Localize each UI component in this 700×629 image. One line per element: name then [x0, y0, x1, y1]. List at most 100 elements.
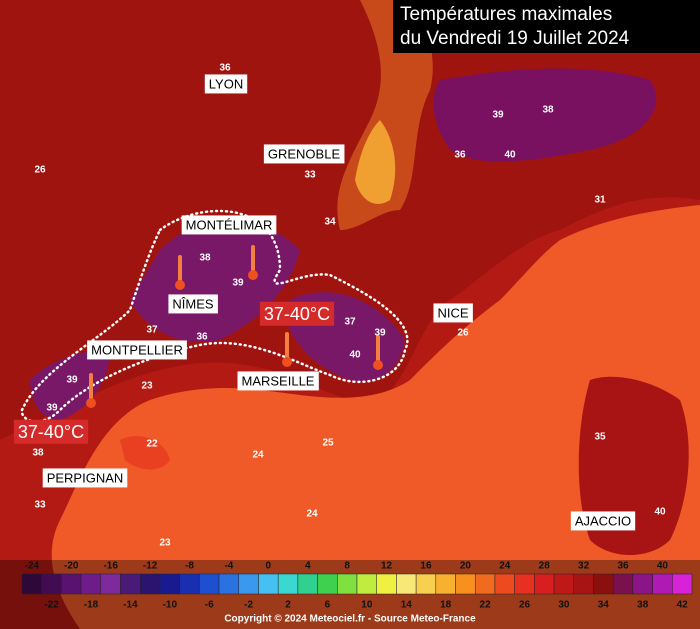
city-label: AJACCIO [575, 513, 631, 528]
colorbar-swatch [435, 573, 456, 595]
city-label: MONTPELLIER [91, 342, 183, 357]
colorbar-swatch [139, 573, 161, 595]
temperature-label: 36 [454, 150, 466, 161]
city-label: MONTÉLIMAR [186, 217, 273, 232]
temperature-label: 26 [34, 165, 46, 176]
colorbar-swatch [534, 573, 555, 595]
temperature-label: 24 [306, 509, 318, 520]
temperature-label: 38 [542, 105, 554, 116]
city-label: GRENOBLE [268, 146, 341, 161]
city-box [181, 215, 277, 235]
colorbar-tick: -10 [163, 600, 178, 611]
heat-zone-label: 37-40°C [264, 304, 330, 324]
colorbar-swatch [494, 573, 515, 595]
heat-zone-box [259, 301, 335, 326]
colorbar-tick: 42 [677, 600, 689, 611]
heat-zone-label: 37-40°C [18, 422, 84, 442]
colorbar-swatch [455, 573, 476, 595]
colorbar-tick: 32 [578, 561, 590, 572]
title: Températures maximales [400, 4, 612, 25]
hot-zone [433, 68, 657, 162]
city-box [204, 74, 248, 94]
city-label: NICE [437, 305, 468, 320]
colorbar-tick: -4 [224, 561, 233, 572]
colorbar-tick: -16 [103, 561, 118, 572]
colorbar-swatch [337, 573, 358, 595]
colorbar-tick: 40 [657, 561, 669, 572]
colorbar-swatch [179, 573, 200, 595]
colorbar-tick: -20 [64, 561, 79, 572]
colorbar-swatch [80, 573, 102, 595]
colorbar-swatch [41, 573, 62, 595]
colorbar-tick: 38 [637, 600, 649, 611]
colorbar-swatch [356, 573, 377, 595]
temperature-label: 39 [232, 278, 244, 289]
temperature-label: 26 [457, 328, 469, 339]
colorbar-tick: 30 [558, 600, 570, 611]
temperature-label: 25 [322, 438, 334, 449]
colorbar-tick: 18 [440, 600, 452, 611]
colorbar-tick: 4 [305, 561, 311, 572]
colorbar-swatch [297, 573, 318, 595]
colorbar-swatch [61, 573, 82, 595]
temperature-label: 24 [252, 450, 264, 461]
colorbar-swatch [593, 573, 614, 595]
colorbar-swatch [317, 573, 338, 595]
colorbar-tick: 28 [539, 561, 551, 572]
colorbar-swatch [376, 573, 397, 595]
colorbar-swatch [100, 573, 121, 595]
temperature-label: 33 [304, 170, 316, 181]
colorbar-swatch [553, 573, 575, 595]
city-box [168, 294, 218, 314]
city-box [263, 144, 345, 164]
temperature-label: 37 [344, 317, 356, 328]
colorbar-tick: -22 [44, 600, 59, 611]
thermometers [86, 245, 383, 408]
colorbar-swatch [238, 573, 259, 595]
colorbar-tick: -12 [143, 561, 158, 572]
city-box [433, 303, 473, 323]
colorbar-tick: 2 [285, 600, 291, 611]
temperature-label: 23 [159, 538, 171, 549]
temperature-label: 37 [146, 325, 158, 336]
colorbar-tick: 12 [381, 561, 393, 572]
colorbar-tick: -2 [244, 600, 253, 611]
colorbar-swatch [612, 573, 634, 595]
colorbar-tick: 6 [325, 600, 331, 611]
colorbar-swatch [199, 573, 220, 595]
city-label: MARSEILLE [242, 373, 315, 388]
temperature-label: 40 [349, 350, 361, 361]
colorbar-swatch [396, 573, 417, 595]
temperature-label: 22 [146, 439, 158, 450]
corsica [578, 376, 689, 555]
temperature-label: 39 [66, 375, 78, 386]
temperature-label: 36 [196, 332, 208, 343]
colorbar-tick: -6 [205, 600, 214, 611]
colorbar-swatch [474, 573, 496, 595]
colorbar-tick: -18 [84, 600, 99, 611]
colorbar-swatch [632, 573, 653, 595]
temperature-label: 36 [219, 63, 231, 74]
city-box [87, 340, 187, 360]
colorbar-tick: 36 [617, 561, 629, 572]
colorbar-tick: 34 [598, 600, 610, 611]
city-label: PERPIGNAN [47, 470, 124, 485]
temperature-label: 23 [141, 381, 153, 392]
temperature-label: 31 [594, 195, 606, 206]
colorbar-tick: -14 [123, 600, 138, 611]
city-label: NÎMES [172, 296, 214, 311]
colorbar-swatch [573, 573, 594, 595]
colorbar-swatch [159, 573, 180, 595]
colorbar-swatch [258, 573, 279, 595]
city-box [42, 468, 128, 488]
colorbar-swatch [415, 573, 437, 595]
colorbar-swatch [277, 573, 299, 595]
colorbar-tick: 26 [519, 600, 531, 611]
temperature-label: 35 [594, 432, 606, 443]
sea [51, 205, 700, 629]
colorbar-tick: 22 [480, 600, 492, 611]
temperature-label: 39 [374, 328, 386, 339]
temperature-label: 40 [504, 150, 516, 161]
colorbar-tick: -8 [185, 561, 194, 572]
